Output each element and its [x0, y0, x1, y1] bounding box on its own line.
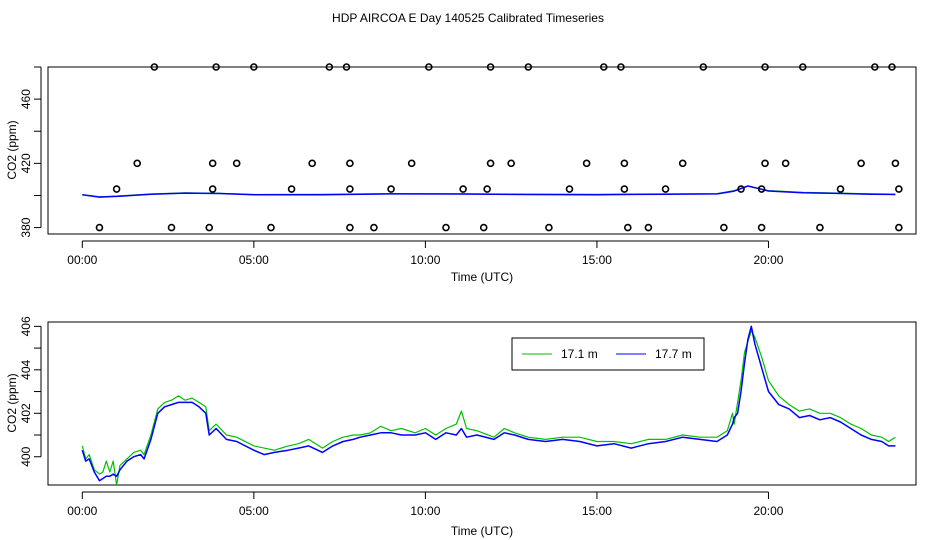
series-line-blue: [82, 185, 896, 198]
scatter-point: [582, 159, 591, 168]
y-tick-label: 380: [19, 217, 33, 237]
scatter-point: [620, 185, 629, 193]
x-axis: 00:00 05:00 10:00 15:00 20:00: [67, 491, 784, 518]
scatter-point: [112, 185, 121, 193]
y-tick-label: 406: [19, 316, 33, 336]
scatter-point: [816, 223, 824, 232]
scatter-point: [761, 159, 769, 168]
scatter-point: [387, 185, 395, 193]
scatter-point: [757, 223, 766, 232]
scatter-point: [346, 159, 354, 168]
scatter-point: [212, 63, 220, 71]
plot-marks: [82, 185, 896, 198]
scatter-point: [644, 223, 653, 232]
scatter-point: [150, 63, 159, 71]
scatter-point: [479, 223, 488, 232]
plot-marks: [81, 325, 896, 485]
scatter-point: [205, 223, 214, 232]
scatter-point: [167, 223, 176, 232]
scatter-point: [836, 185, 845, 193]
scatter-point: [425, 63, 433, 71]
y-tick-label: 460: [19, 89, 33, 109]
x-axis-label: Time (UTC): [451, 270, 513, 284]
scatter-point: [267, 223, 275, 232]
scatter-point: [95, 223, 104, 232]
series-line-17-7-m: [81, 325, 896, 482]
x-tick-label: 00:00: [67, 504, 97, 518]
y-axis-label: CO2 (ppm): [5, 120, 19, 179]
x-tick-label: 10:00: [410, 253, 440, 267]
scatter-point: [798, 63, 807, 71]
scatter-point: [208, 185, 217, 193]
plot-frame: [47, 66, 917, 235]
scatter-point: [250, 63, 258, 71]
scatter-point: [699, 63, 708, 71]
x-tick-label: 05:00: [239, 504, 269, 518]
scatter-point: [678, 159, 687, 168]
scatter-point: [346, 185, 354, 193]
x-tick-label: 00:00: [67, 253, 97, 267]
scatter-point: [624, 223, 632, 232]
panel-top: 00:00 05:00 10:00 15:00 20:00 380 420 460 Time…: [5, 63, 917, 284]
panel-bottom: 00:00 05:00 10:00 15:00 20:00 400 402 404 406 T…: [5, 316, 917, 538]
scatter-point: [895, 185, 903, 193]
scatter-point: [720, 223, 728, 232]
y-tick-label: 404: [19, 359, 33, 379]
chart-title: HDP AIRCOA E Day 140525 Calibrated Times…: [332, 11, 604, 25]
scatter-point: [459, 185, 467, 193]
scatter-point: [781, 159, 790, 168]
scatter-point: [486, 63, 495, 71]
scatter-point: [370, 223, 378, 232]
y-axis-label: CO2 (ppm): [5, 373, 19, 432]
scatter-point: [133, 159, 142, 168]
x-tick-label: 15:00: [582, 253, 612, 267]
scatter-point: [620, 159, 629, 168]
scatter-point: [661, 185, 670, 193]
scatter-point: [442, 223, 450, 232]
scatter-point: [757, 185, 766, 193]
scatter-point: [565, 185, 574, 193]
scatter-point: [524, 63, 533, 71]
scatter-point: [617, 63, 625, 71]
x-tick-label: 05:00: [239, 253, 269, 267]
scatter-point: [545, 223, 553, 232]
y-axis: 380 420 460: [19, 66, 42, 238]
y-tick-label: 420: [19, 153, 33, 173]
scatter-point: [871, 63, 879, 71]
series-line-17-1-m: [81, 330, 896, 485]
scatter-point: [325, 63, 334, 71]
x-tick-label: 10:00: [410, 504, 440, 518]
scatter-point: [407, 159, 416, 168]
scatter-point: [346, 223, 354, 232]
scatter-point: [599, 63, 608, 71]
x-axis: 00:00 05:00 10:00 15:00 20:00: [67, 240, 784, 267]
scatter-point: [287, 185, 296, 193]
scatter-point: [486, 159, 495, 168]
legend: 17.1 m 17.7 m: [511, 337, 705, 371]
scatter-point: [737, 185, 745, 193]
scatter-point: [208, 159, 217, 168]
plot-frame: [47, 321, 917, 486]
scatter-point: [483, 185, 491, 193]
scatter-point: [761, 63, 769, 71]
legend-label-17-7m: 17.7 m: [655, 347, 692, 361]
scatter-point: [507, 159, 515, 168]
x-tick-label: 20:00: [753, 504, 783, 518]
legend-label-17-1m: 17.1 m: [561, 347, 598, 361]
scatter-point: [342, 63, 351, 71]
scatter-point: [232, 159, 241, 168]
scatter-point: [895, 223, 903, 232]
y-tick-label: 402: [19, 403, 33, 423]
y-tick-label: 400: [19, 446, 33, 466]
x-tick-label: 20:00: [753, 253, 783, 267]
scatter-point: [888, 63, 896, 71]
scatter-point: [857, 159, 865, 168]
scatter-point: [891, 159, 900, 168]
y-axis: 400 402 404 406: [19, 316, 42, 467]
x-tick-label: 15:00: [582, 504, 612, 518]
scatter-point: [308, 159, 316, 168]
x-axis-label: Time (UTC): [451, 524, 513, 538]
